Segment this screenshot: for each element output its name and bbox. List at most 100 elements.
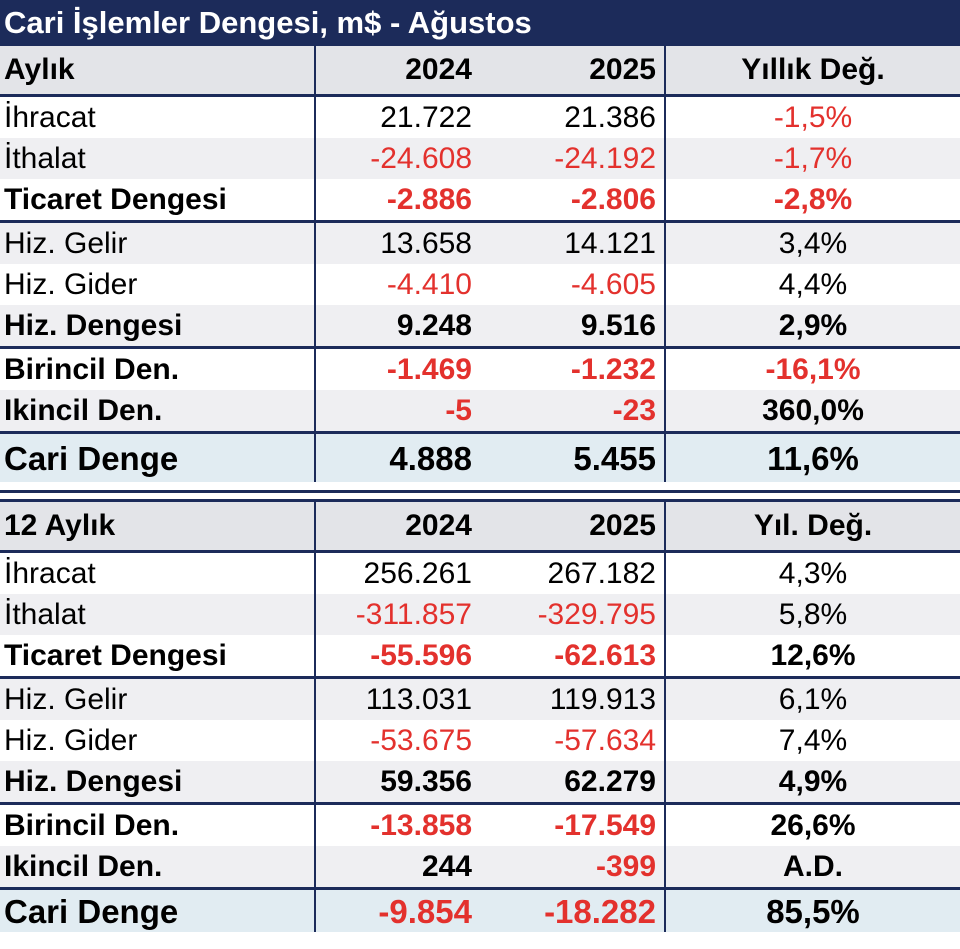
table-row: Hiz. Dengesi 59.356 62.279 4,9% [0, 761, 960, 805]
table-row: Birincil Den. -13.858 -17.549 26,6% [0, 803, 960, 846]
total-row: Cari Denge 4.888 5.455 11,6% [0, 432, 960, 482]
total-change: 11,6% [665, 432, 960, 482]
value-2025: -62.613 [480, 635, 666, 679]
table-header: 12 Aylık 2024 2025 Yıl. Değ. [0, 502, 960, 553]
total-change: 85,5% [665, 888, 960, 932]
value-2025: -17.549 [480, 803, 666, 846]
page-title: Cari İşlemler Dengesi, m$ - Ağustos [0, 0, 960, 46]
value-2024: -5 [315, 390, 480, 434]
value-2024: -1.469 [386, 352, 472, 386]
table-header: Aylık 2024 2025 Yıllık Değ. [0, 46, 960, 97]
table-row: İthalat -311.857 -329.795 5,8% [0, 594, 960, 635]
yearly-change: 12,6% [665, 635, 960, 679]
table-row: Hiz. Gider -53.675 -57.634 7,4% [0, 720, 960, 761]
value-2024: 113.031 [315, 677, 480, 720]
row-label: İhracat [0, 551, 316, 594]
yearly-change: -1,5% [773, 100, 853, 134]
value-2025: -2.806 [480, 179, 666, 223]
row-label: İthalat [0, 594, 316, 635]
row-label: Hiz. Gider [0, 264, 316, 305]
total-2024: 4.888 [315, 432, 480, 482]
section-separator [0, 490, 960, 502]
value-2024: 256.261 [363, 556, 472, 590]
value-2025: 14.121 [480, 221, 666, 264]
table-row: Hiz. Gelir 113.031 119.913 6,1% [0, 677, 960, 720]
value-2024: -13.858 [370, 808, 472, 842]
monthly-table: Aylık 2024 2025 Yıllık Değ. İhracat 21.72… [0, 46, 960, 482]
table-row: İthalat -24.608 -24.192 -1,7% [0, 138, 960, 179]
yearly-change: 3,4% [665, 221, 960, 264]
table-row: Ikincil Den. 244 -399 A.D. [0, 846, 960, 890]
header-2025: 2025 [480, 46, 666, 97]
total-2025: 5.455 [480, 432, 666, 482]
row-label: Ticaret Dengesi [0, 179, 316, 223]
table-row: İhracat 256.261 267.182 4,3% [0, 551, 960, 594]
table-row: Hiz. Gider -4.410 -4.605 4,4% [0, 264, 960, 305]
row-label: Birincil Den. [0, 803, 316, 846]
value-2025: -1.232 [480, 347, 666, 390]
total-2024: -9.854 [315, 888, 480, 932]
yearly-change: 4,3% [778, 556, 848, 590]
value-2024: 9.248 [315, 305, 480, 349]
value-2025: 62.279 [480, 761, 666, 805]
row-label: Ikincil Den. [0, 390, 316, 434]
row-label: Hiz. Gider [0, 720, 316, 761]
header-change: Yıl. Değ. [665, 502, 960, 553]
value-2024: 59.356 [315, 761, 480, 805]
yearly-change: -16,1% [765, 352, 861, 386]
value-2025: -23 [480, 390, 666, 434]
yearly-change: 26,6% [770, 808, 856, 842]
value-2025: 119.913 [480, 677, 666, 720]
total-label: Cari Denge [0, 888, 316, 932]
row-label: Hiz. Gelir [0, 677, 316, 720]
value-2024: -24.608 [315, 138, 480, 179]
yearly-change: 6,1% [665, 677, 960, 720]
table-row: Hiz. Gelir 13.658 14.121 3,4% [0, 221, 960, 264]
row-label: Hiz. Dengesi [0, 305, 316, 349]
yearly-change: -2,8% [665, 179, 960, 223]
value-2025: -329.795 [480, 594, 666, 635]
yearly-change: -1,7% [665, 138, 960, 179]
header-label: 12 Aylık [0, 502, 316, 553]
value-2024: -53.675 [370, 723, 472, 757]
total-2025: -18.282 [480, 888, 666, 932]
value-2025: -399 [480, 846, 666, 890]
value-2025: -24.192 [480, 138, 666, 179]
table-row: Hiz. Dengesi 9.248 9.516 2,9% [0, 305, 960, 349]
value-2024: 244 [315, 846, 480, 890]
value-2025: -4.605 [480, 264, 666, 305]
value-2025: 21.386 [480, 95, 666, 138]
yearly-change: 7,4% [778, 723, 848, 757]
yearly-change: 2,9% [665, 305, 960, 349]
yearly-change: 5,8% [665, 594, 960, 635]
table-row: Ticaret Dengesi -55.596 -62.613 12,6% [0, 635, 960, 679]
yearly-change: 360,0% [665, 390, 960, 434]
header-label: Aylık [0, 46, 316, 97]
table-row: İhracat 21.722 21.386 -1,5% [0, 95, 960, 138]
value-2025: 9.516 [480, 305, 666, 349]
table-row: Birincil Den. -1.469 -1.232 -16,1% [0, 347, 960, 390]
row-label: İhracat [0, 95, 316, 138]
total-row: Cari Denge -9.854 -18.282 85,5% [0, 888, 960, 932]
value-2025: 267.182 [480, 551, 666, 594]
yearly-change: A.D. [665, 846, 960, 890]
yearly-change: 4,9% [665, 761, 960, 805]
value-2024: 13.658 [315, 221, 480, 264]
header-2024: 2024 [315, 502, 480, 553]
value-2024: 21.722 [380, 100, 472, 134]
row-label: Hiz. Dengesi [0, 761, 316, 805]
header-2025: 2025 [480, 502, 666, 553]
row-label: Birincil Den. [0, 347, 316, 390]
value-2025: -57.634 [480, 720, 666, 761]
row-label: Hiz. Gelir [0, 221, 316, 264]
annual-table: 12 Aylık 2024 2025 Yıl. Değ. İhracat 256.… [0, 502, 960, 932]
header-2024: 2024 [315, 46, 480, 97]
value-2024: -4.410 [386, 267, 472, 301]
value-2024: -2.886 [315, 179, 480, 223]
row-label: Ikincil Den. [0, 846, 316, 890]
table-row: Ticaret Dengesi -2.886 -2.806 -2,8% [0, 179, 960, 223]
value-2024: -55.596 [315, 635, 480, 679]
header-change: Yıllık Değ. [665, 46, 960, 97]
value-2024: -311.857 [315, 594, 480, 635]
